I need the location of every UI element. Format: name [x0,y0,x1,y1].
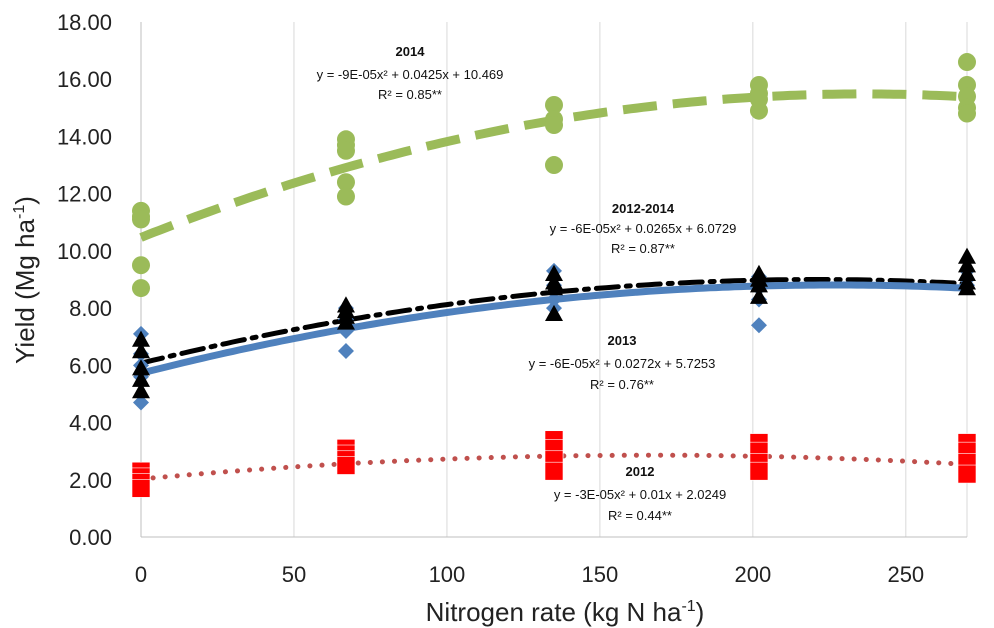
point-2014 [545,95,563,114]
point-2012-2014 [958,247,976,264]
y-tick-label: 16.00 [57,67,112,92]
point-2014 [132,210,150,229]
x-axis-title: Nitrogen rate (kg N ha-1) [426,597,705,627]
y-tick-label: 10.00 [57,239,112,264]
point-2012 [749,461,769,481]
label-2014-equation: y = -9E-05x² + 0.0425x + 10.469 [317,67,504,82]
label-2012-r2: R² = 0.44** [608,508,672,523]
point-2013 [337,343,354,360]
x-tick-label: 100 [429,562,466,587]
point-2012-2014 [132,342,150,359]
point-2012-2014 [132,359,150,376]
label-2013-r2: R² = 0.76** [590,377,654,392]
point-2012-2014 [545,304,563,322]
point-2012-2014 [958,256,976,273]
point-2013 [750,317,767,334]
point-2012-2014 [336,313,355,330]
point-2012 [544,461,564,481]
point-2012-2014 [132,370,150,387]
point-2012-2014 [958,279,976,296]
label-2012-2014-title: 2012-2014 [612,201,675,216]
point-2014 [132,256,150,275]
point-2012 [131,479,151,498]
x-tick-label: 250 [887,562,924,587]
point-2012-2014 [132,382,150,399]
label-2013-equation: y = -6E-05x² + 0.0272x + 5.7253 [529,356,716,371]
y-axis-title: Yield (Mg ha-1) [10,196,40,364]
y-tick-label: 4.00 [69,411,112,436]
point-2014 [958,53,976,72]
y-tick-label: 14.00 [57,124,112,149]
x-tick-label: 150 [582,562,619,587]
label-2014-r2: R² = 0.85** [378,87,442,102]
point-2012-2014 [545,264,563,281]
point-2014 [336,141,355,160]
point-2012-2014 [132,330,150,347]
x-tick-label: 50 [282,562,306,587]
x-tick-label: 0 [135,562,147,587]
point-2012-2014 [958,264,976,281]
y-tick-label: 6.00 [69,353,112,378]
point-2012 [336,456,356,475]
label-2013-title: 2013 [608,333,637,348]
point-2014 [336,173,355,192]
label-2012-2014-r2: R² = 0.87** [611,241,675,256]
label-2012-title: 2012 [626,464,655,479]
label-2012-2014-equation: y = -6E-05x² + 0.0265x + 6.0729 [550,221,737,236]
point-2014 [545,116,563,134]
point-2012-2014 [749,287,768,304]
y-tick-label: 2.00 [69,468,112,493]
y-tick-label: 0.00 [69,525,112,550]
data-points [131,53,977,498]
point-2012 [957,464,977,484]
point-2014 [545,156,563,175]
point-2014 [958,104,976,123]
point-2014 [749,101,768,120]
x-tick-label: 200 [734,562,771,587]
label-2012-equation: y = -3E-05x² + 0.01x + 2.0249 [554,487,726,502]
point-2013 [133,394,149,411]
label-2014-title: 2014 [396,44,426,59]
point-2014 [336,187,355,206]
y-tick-labels: 0.00 2.00 4.00 6.00 8.00 10.00 12.00 14.00 16.00… [57,10,112,550]
y-tick-label: 18.00 [57,10,112,35]
label-2014: 2014 y = -9E-05x² + 0.0425x + 10.469 R² … [317,44,504,102]
label-2012-2014: 2012-2014 y = -6E-05x² + 0.0265x + 6.072… [550,201,737,256]
point-2012-2014 [749,276,768,293]
point-2012-2014 [545,279,563,296]
x-tick-labels: 0 50 100 150 200 250 [135,562,924,587]
point-2014 [132,279,150,298]
y-tick-label: 12.00 [57,182,112,207]
label-2013: 2013 y = -6E-05x² + 0.0272x + 5.7253 R² … [529,333,716,392]
point-2013 [546,291,562,308]
y-tick-label: 8.00 [69,296,112,321]
label-2012: 2012 y = -3E-05x² + 0.01x + 2.0249 R² = … [554,464,726,523]
